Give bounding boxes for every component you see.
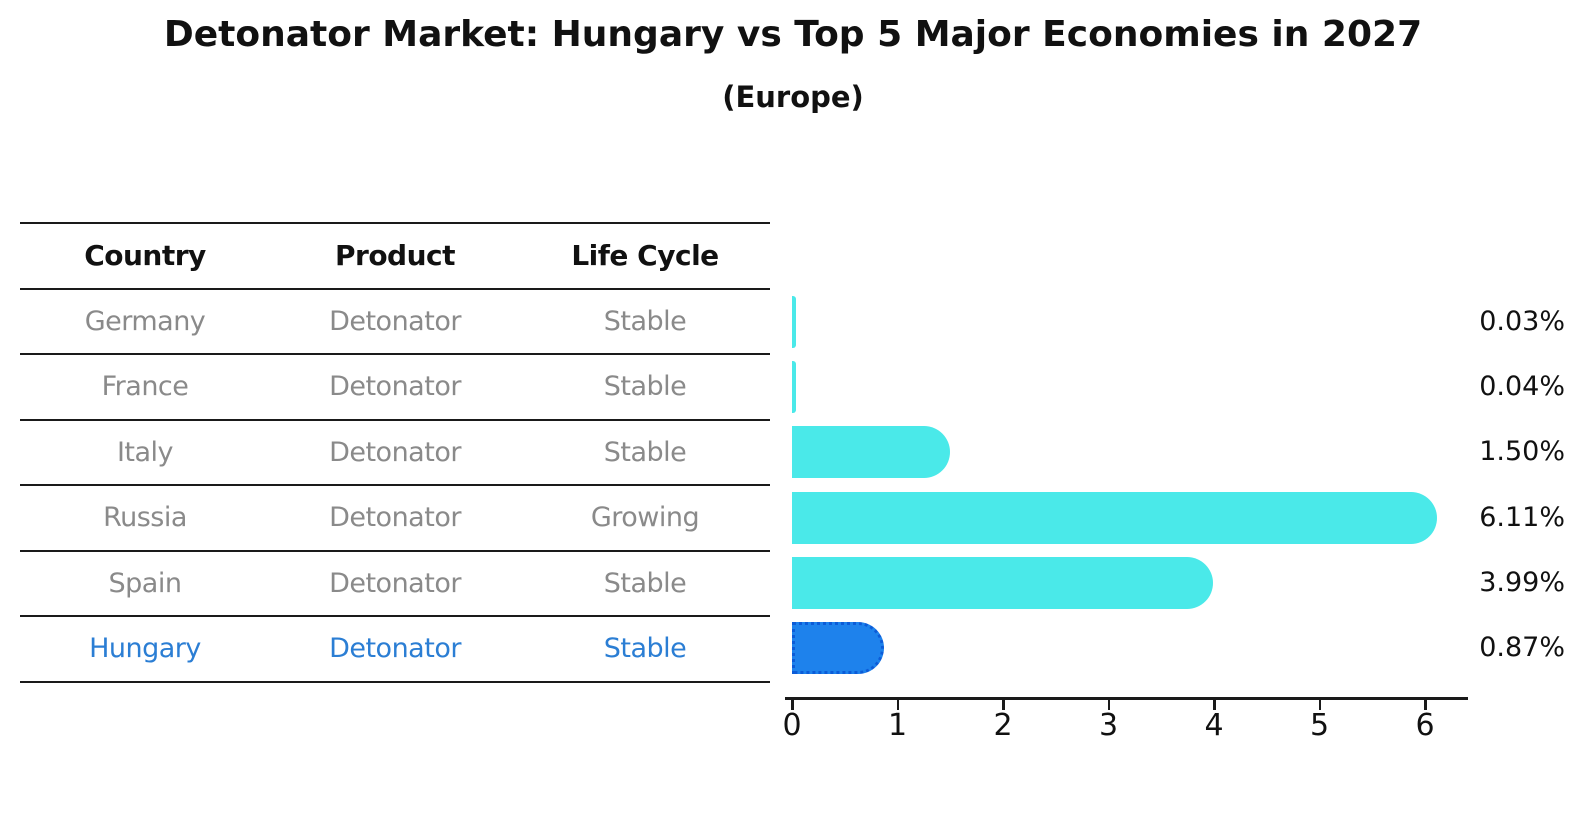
bar-chart-plot: 0 1 2 3 4 5 6 xyxy=(782,289,1468,743)
bar-france xyxy=(792,361,797,414)
bar-hungary xyxy=(792,622,884,674)
x-tick-mark-0 xyxy=(791,700,794,710)
x-tick-mark-2 xyxy=(1002,700,1005,710)
table-row-germany: Germany Detonator Stable xyxy=(20,290,770,355)
value-label-germany: 0.03% xyxy=(1479,306,1565,337)
cell-product: Detonator xyxy=(329,371,461,403)
chart-title: Detonator Market: Hungary vs Top 5 Major… xyxy=(163,14,1423,55)
bar-germany xyxy=(792,296,796,348)
cell-country: Italy xyxy=(116,436,174,468)
column-header-product: Product xyxy=(334,239,456,273)
x-tick-mark-4 xyxy=(1213,700,1216,710)
value-label-italy: 1.50% xyxy=(1479,436,1565,468)
value-label-spain: 3.99% xyxy=(1479,566,1565,598)
column-header-country: Country xyxy=(84,239,206,273)
table-header-row: Country Product Life Cycle xyxy=(20,224,770,290)
cell-product: Detonator xyxy=(329,502,461,534)
cell-life-cycle: Stable xyxy=(603,436,687,468)
cell-product: Detonator xyxy=(329,567,461,599)
cell-country: France xyxy=(101,371,189,403)
bar-italy xyxy=(792,426,951,479)
x-tick-label-2: 2 xyxy=(993,708,1013,743)
x-tick-label-3: 3 xyxy=(1098,708,1119,743)
x-tick-label-1: 1 xyxy=(887,708,908,743)
cell-country: Germany xyxy=(84,305,206,337)
cell-life-cycle: Growing xyxy=(590,502,700,534)
cell-country: Russia xyxy=(103,502,187,534)
x-tick-mark-1 xyxy=(896,700,899,710)
cell-country: Hungary xyxy=(89,633,201,665)
table-row-italy: Italy Detonator Stable xyxy=(20,421,770,486)
x-tick-label-0: 0 xyxy=(782,708,802,743)
bar-spain xyxy=(792,556,1213,609)
x-tick-label-4: 4 xyxy=(1204,708,1224,743)
x-axis-line xyxy=(785,697,1468,700)
column-header-life-cycle: Life Cycle xyxy=(571,239,719,273)
x-tick-label-5: 5 xyxy=(1309,708,1330,743)
x-tick-mark-3 xyxy=(1107,700,1110,710)
cell-life-cycle: Stable xyxy=(603,567,687,599)
cell-life-cycle: Stable xyxy=(603,633,687,665)
value-label-france: 0.04% xyxy=(1479,371,1565,403)
x-tick-label-6: 6 xyxy=(1415,708,1435,743)
chart-subtitle: (Europe) xyxy=(722,80,864,114)
table-row-russia: Russia Detonator Growing xyxy=(20,486,770,552)
cell-product: Detonator xyxy=(329,305,461,337)
x-tick-mark-5 xyxy=(1318,700,1321,710)
table-row-france: France Detonator Stable xyxy=(20,355,770,421)
x-tick-mark-6 xyxy=(1424,700,1427,710)
table-row-hungary: Hungary Detonator Stable xyxy=(20,617,770,683)
table-row-spain: Spain Detonator Stable xyxy=(20,552,770,617)
cell-product: Detonator xyxy=(329,633,461,665)
country-table: Country Product Life Cycle Germany Detona… xyxy=(20,222,770,683)
bar-russia xyxy=(792,491,1437,544)
cell-country: Spain xyxy=(108,567,182,599)
cell-product: Detonator xyxy=(329,436,461,468)
value-label-hungary: 0.87% xyxy=(1479,632,1565,663)
cell-life-cycle: Stable xyxy=(603,305,687,337)
cell-life-cycle: Stable xyxy=(603,371,687,403)
value-label-russia: 6.11% xyxy=(1479,501,1565,533)
